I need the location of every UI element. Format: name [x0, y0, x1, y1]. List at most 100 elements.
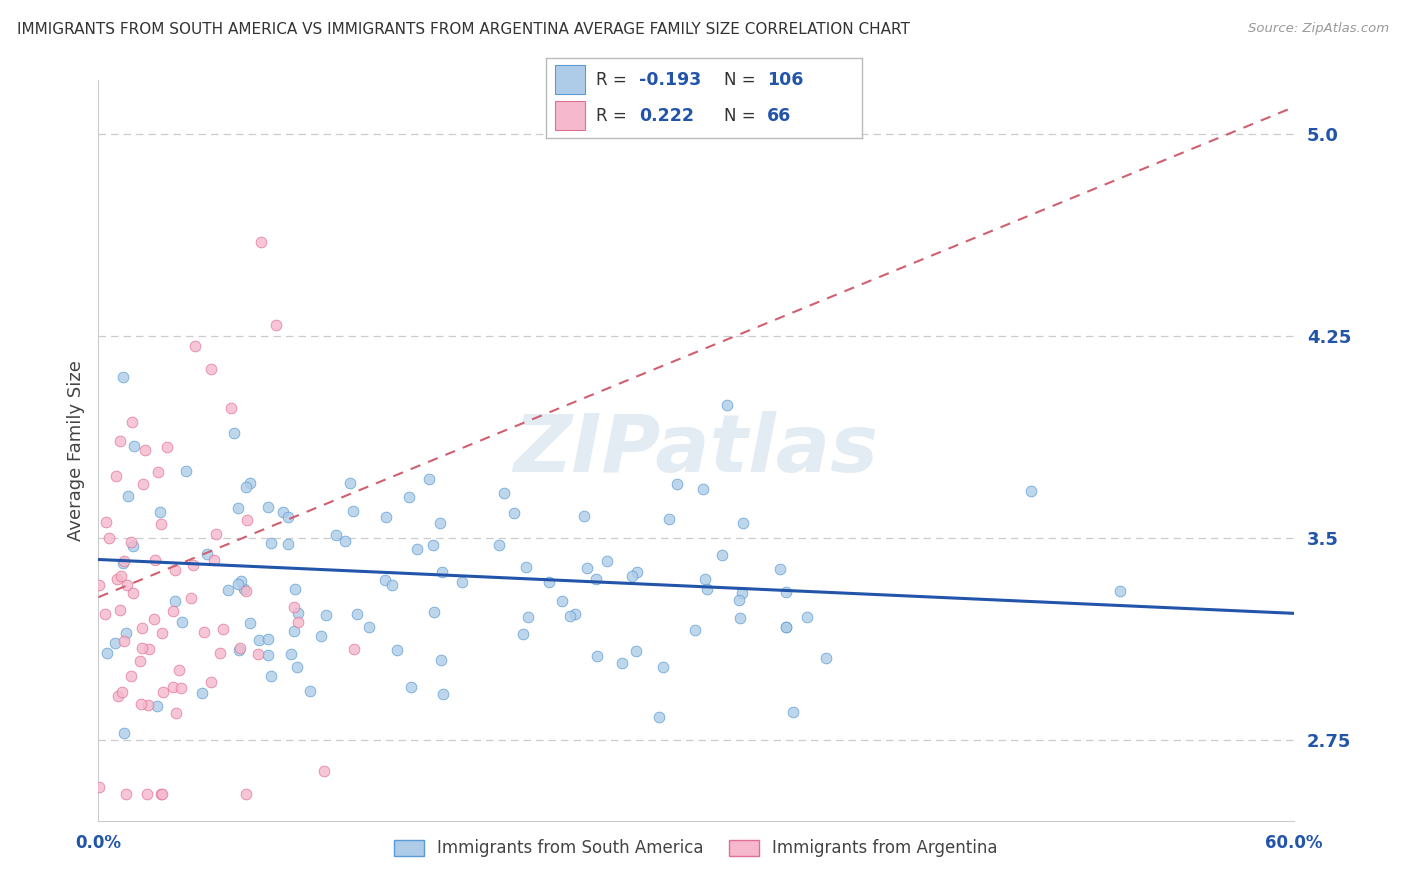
Point: [176, 464, 198, 478]
Text: N =: N =: [724, 70, 761, 88]
Point: [112, 634, 135, 648]
Text: 0.222: 0.222: [638, 107, 693, 125]
Point: [204, 553, 226, 567]
Point: [624, 644, 647, 658]
Text: R =: R =: [596, 107, 633, 125]
Point: [129, 654, 152, 668]
Point: [180, 591, 202, 605]
Point: [229, 574, 252, 589]
Point: [432, 565, 454, 579]
Point: [1109, 584, 1132, 599]
Point: [170, 681, 193, 696]
Point: [112, 370, 135, 384]
Point: [418, 472, 440, 486]
Point: [381, 578, 404, 592]
Point: [209, 646, 232, 660]
Point: [162, 604, 184, 618]
Point: [716, 398, 738, 412]
Point: [512, 626, 534, 640]
Point: [138, 641, 160, 656]
Point: [430, 653, 453, 667]
Point: [260, 535, 283, 549]
Point: [626, 566, 648, 580]
Point: [375, 509, 398, 524]
Point: [257, 500, 280, 514]
Point: [115, 577, 138, 591]
Point: [131, 640, 153, 655]
Point: [239, 476, 262, 491]
Point: [236, 513, 259, 527]
Point: [517, 609, 540, 624]
Text: R =: R =: [596, 70, 633, 88]
Point: [142, 611, 165, 625]
Point: [287, 607, 309, 621]
Point: [314, 764, 336, 779]
Point: [815, 651, 838, 665]
Point: [257, 648, 280, 662]
Point: [122, 439, 145, 453]
Point: [145, 552, 167, 566]
Point: [775, 620, 797, 634]
Point: [342, 504, 364, 518]
Point: [167, 663, 190, 677]
Point: [325, 527, 347, 541]
Point: [538, 574, 561, 589]
Point: [1019, 484, 1042, 499]
Point: [247, 633, 270, 648]
Point: [696, 582, 718, 596]
Point: [399, 680, 422, 694]
Point: [782, 705, 804, 719]
Text: 106: 106: [768, 70, 803, 88]
Point: [121, 415, 143, 429]
Point: [148, 465, 170, 479]
Point: [343, 641, 366, 656]
Point: [339, 475, 361, 490]
Point: [652, 660, 675, 674]
Point: [226, 577, 249, 591]
Point: [112, 554, 135, 568]
Point: [665, 477, 688, 491]
Point: [576, 561, 599, 575]
Point: [572, 509, 595, 524]
Point: [315, 608, 337, 623]
Point: [150, 787, 173, 801]
Point: [422, 538, 444, 552]
Point: [170, 615, 193, 629]
Point: [96, 646, 118, 660]
Point: [775, 584, 797, 599]
Point: [115, 787, 138, 801]
Point: [515, 560, 537, 574]
Point: [105, 468, 128, 483]
Point: [112, 725, 135, 739]
Point: [149, 505, 172, 519]
Point: [564, 607, 586, 621]
Point: [200, 362, 222, 376]
Point: [134, 443, 156, 458]
Point: [115, 625, 138, 640]
Point: [432, 687, 454, 701]
Point: [374, 573, 396, 587]
Point: [221, 401, 243, 416]
Point: [309, 629, 332, 643]
Point: [730, 586, 752, 600]
Point: [283, 600, 305, 615]
Point: [727, 593, 749, 607]
Text: 66: 66: [768, 107, 792, 125]
Point: [229, 640, 252, 655]
Point: [429, 516, 451, 531]
Point: [121, 539, 143, 553]
Point: [503, 506, 526, 520]
Point: [246, 647, 269, 661]
Point: [165, 706, 187, 720]
Point: [129, 697, 152, 711]
Point: [277, 537, 299, 551]
Point: [423, 605, 446, 619]
Point: [135, 787, 157, 801]
Point: [226, 501, 249, 516]
Point: [612, 656, 634, 670]
Point: [97, 531, 120, 545]
Point: [197, 547, 219, 561]
Point: [150, 626, 173, 640]
Y-axis label: Average Family Size: Average Family Size: [66, 360, 84, 541]
Point: [162, 680, 184, 694]
